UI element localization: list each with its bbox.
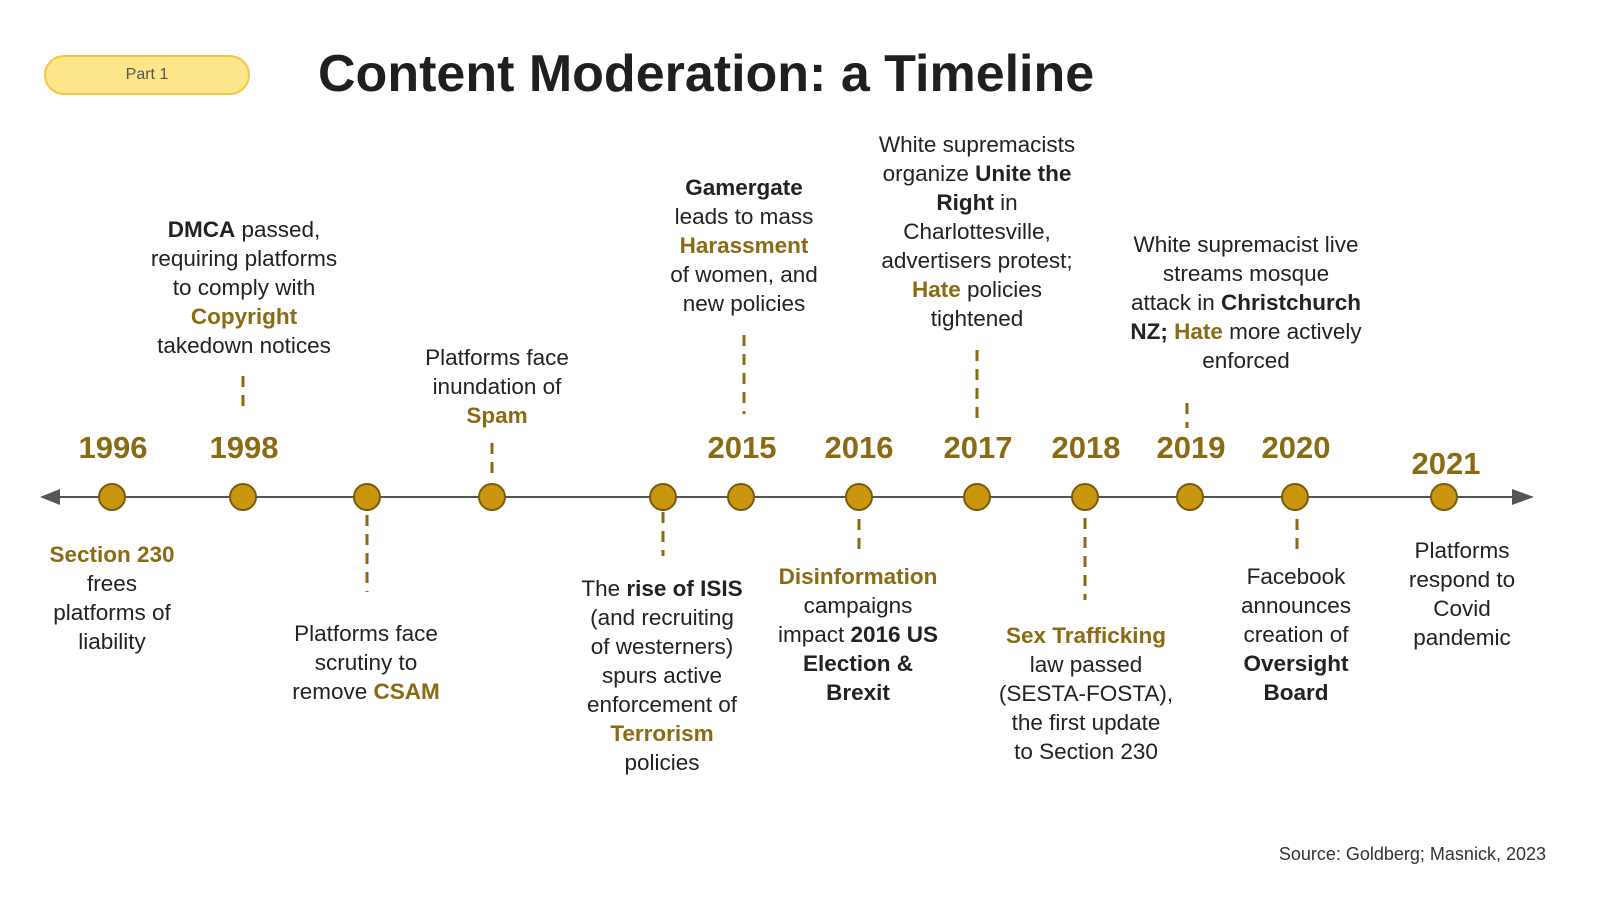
page-title: Content Moderation: a Timeline xyxy=(318,45,1095,103)
timeline-dot xyxy=(1071,483,1099,511)
event-covid: Platforms respond to Covid pandemic xyxy=(1408,538,1516,650)
event-keyword: CSAM xyxy=(373,679,440,704)
event-keyword: Spam xyxy=(466,403,528,428)
timeline-dot xyxy=(727,483,755,511)
timeline-dot xyxy=(353,483,381,511)
year-label-2019: 2019 xyxy=(1156,430,1226,465)
event-isis-terrorism: The rise of ISIS (and recruiting of west… xyxy=(581,576,743,775)
event-csam: Platforms face scrutiny to remove CSAM xyxy=(292,621,440,704)
timeline-dot xyxy=(1430,483,1458,511)
event-keyword: Disinformation xyxy=(778,564,938,589)
year-label-2018: 2018 xyxy=(1051,430,1121,465)
event-spam: Platforms face inundation of Spam xyxy=(425,345,569,428)
year-label-2021: 2021 xyxy=(1411,446,1481,481)
timeline-dot xyxy=(1281,483,1309,511)
part-badge-label: Part 1 xyxy=(125,66,169,83)
event-oversight-board: Facebook announces creation of Oversight… xyxy=(1240,564,1352,705)
event-keyword: Section 230 xyxy=(49,542,175,567)
event-section-230: Section 230 frees platforms of liability xyxy=(49,542,175,654)
event-christchurch: White supremacist live streams mosque at… xyxy=(1130,232,1362,373)
arrow-left-icon xyxy=(40,489,60,505)
event-keyword: Terrorism xyxy=(610,721,714,746)
event-keyword: Hate xyxy=(911,277,961,302)
timeline-dot xyxy=(478,483,506,511)
event-keyword: Sex Trafficking xyxy=(1005,623,1167,648)
event-gamergate: Gamergate leads to mass Harassment of wo… xyxy=(670,175,818,316)
year-label-2020: 2020 xyxy=(1261,430,1331,465)
event-unite-the-right: White supremacists organize Unite the Ri… xyxy=(878,132,1076,331)
timeline-dot xyxy=(98,483,126,511)
arrow-right-icon xyxy=(1512,489,1534,505)
timeline-dot xyxy=(229,483,257,511)
year-label-1996: 1996 xyxy=(78,430,148,465)
part-badge: Part 1 xyxy=(44,55,250,95)
timeline-dot xyxy=(1176,483,1204,511)
year-label-2016: 2016 xyxy=(824,430,894,465)
event-keyword: Hate xyxy=(1174,319,1223,344)
event-sex-trafficking: Sex Trafficking law passed (SESTA-FOSTA)… xyxy=(998,623,1174,764)
timeline-dot xyxy=(649,483,677,511)
event-dmca: DMCA passed, requiring platforms to comp… xyxy=(150,217,338,358)
timeline-dot xyxy=(845,483,873,511)
event-keyword: Harassment xyxy=(679,233,809,258)
year-label-1998: 1998 xyxy=(209,430,279,465)
year-label-2017: 2017 xyxy=(943,430,1013,465)
event-keyword: Copyright xyxy=(190,304,298,329)
timeline-dot xyxy=(963,483,991,511)
event-disinformation: Disinformation campaigns impact 2016 US … xyxy=(777,564,939,705)
source-citation: Source: Goldberg; Masnick, 2023 xyxy=(1278,844,1546,864)
year-label-2015: 2015 xyxy=(707,430,777,465)
